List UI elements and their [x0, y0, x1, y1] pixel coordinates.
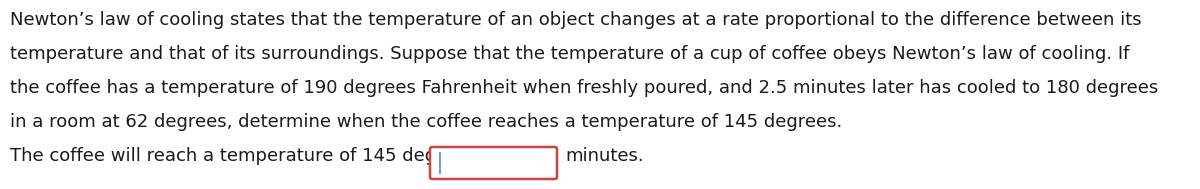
Text: minutes.: minutes. [565, 147, 643, 165]
Text: the coffee has a temperature of 190 degrees Fahrenheit when freshly poured, and : the coffee has a temperature of 190 degr… [10, 79, 1158, 97]
Text: The coffee will reach a temperature of 145 degrees in: The coffee will reach a temperature of 1… [10, 147, 497, 165]
Text: in a room at 62 degrees, determine when the coffee reaches a temperature of 145 : in a room at 62 degrees, determine when … [10, 113, 842, 131]
Text: Newton’s law of cooling states that the temperature of an object changes at a ra: Newton’s law of cooling states that the … [10, 11, 1141, 29]
Text: temperature and that of its surroundings. Suppose that the temperature of a cup : temperature and that of its surroundings… [10, 45, 1129, 63]
FancyBboxPatch shape [430, 147, 557, 179]
